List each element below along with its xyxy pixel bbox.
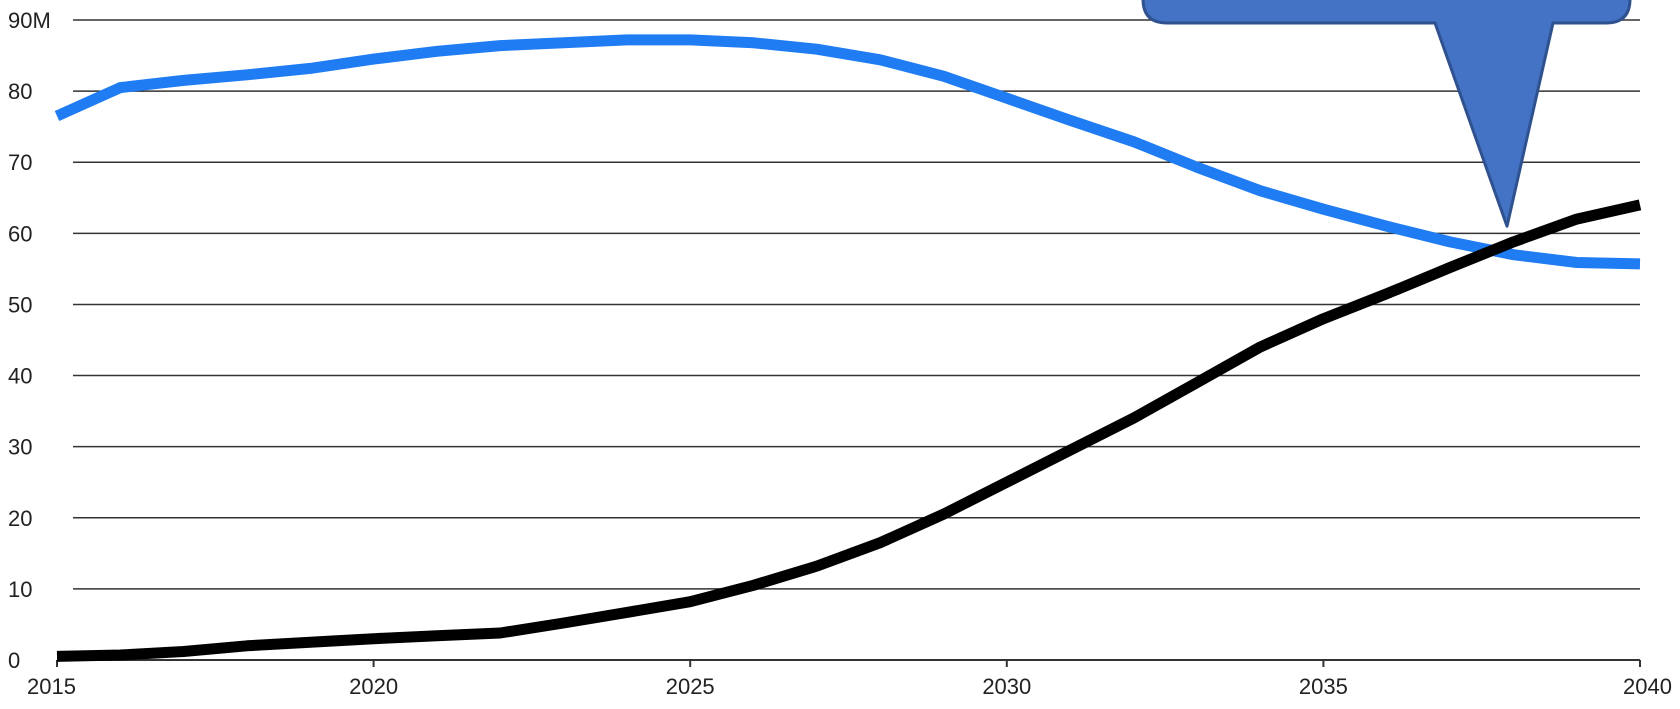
y-tick-label: 0 (8, 648, 20, 673)
y-tick-label: 20 (8, 506, 32, 531)
callout-shape (1141, 0, 1632, 228)
gridlines (57, 19, 1640, 661)
y-tick-label: 10 (8, 577, 32, 602)
callout-annotation (1141, 0, 1632, 228)
x-tick-label: 2015 (27, 674, 76, 699)
y-tick-label: 50 (8, 292, 32, 317)
y-tick-label: 70 (8, 150, 32, 175)
y-tick-label: 40 (8, 364, 32, 389)
y-tick-label: 60 (8, 221, 32, 246)
y-tick-label: 80 (8, 79, 32, 104)
x-axis-ticks: 2015 2020 2025 2030 2035 2040 (27, 660, 1672, 699)
series-lines (54, 34, 1642, 662)
x-tick-label: 2030 (982, 674, 1031, 699)
y-axis-ticks: 0 10 20 30 40 50 60 70 80 90M (8, 8, 51, 673)
series-line-1 (54, 34, 1641, 270)
x-tick-label: 2040 (1623, 674, 1672, 699)
series-line-2 (56, 199, 1642, 662)
x-tick-label: 2020 (349, 674, 398, 699)
x-tick-label: 2035 (1299, 674, 1348, 699)
y-tick-label: 90M (8, 8, 51, 33)
y-tick-label: 30 (8, 435, 32, 460)
x-tick-label: 2025 (666, 674, 715, 699)
annotations (1141, 0, 1632, 228)
